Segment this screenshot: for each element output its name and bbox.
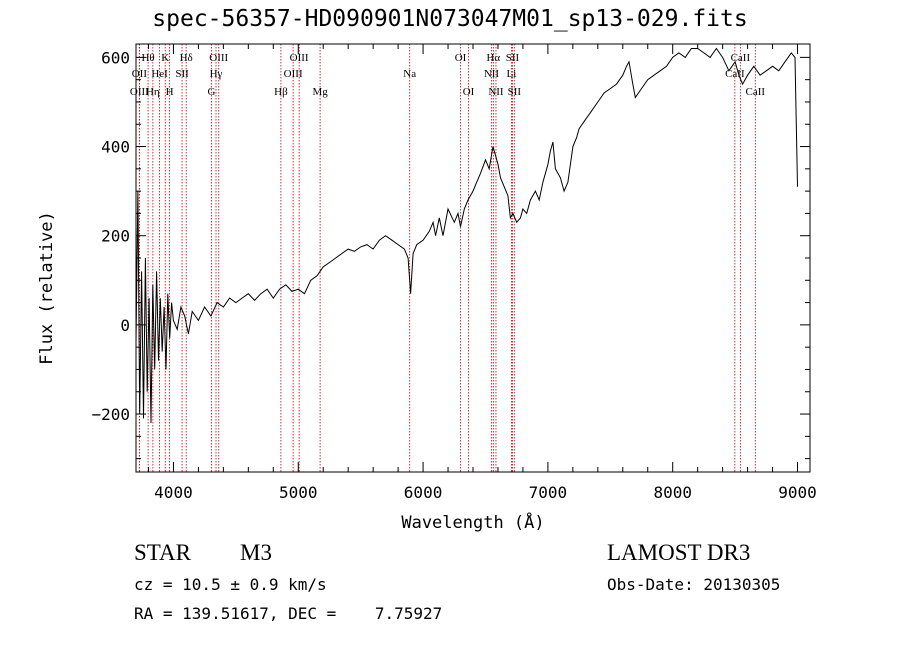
marker-label-27: CaII [746,86,766,98]
marker-label-19: Hα [486,52,500,64]
marker-label-10: Hγ [210,68,223,80]
redshift-cz: cz = 10.5 ± 0.9 km/s [134,575,327,594]
marker-label-16: Na [403,68,416,80]
x-axis-ticks: 4000 5000 6000 7000 8000 9000 [147,44,817,502]
marker-label-9: OIII [209,52,228,64]
observation-date: Obs-Date: 20130305 [607,575,781,594]
x-tick-label-5: 9000 [778,483,817,502]
marker-label-24: SII [508,86,522,98]
y-tick-label-4: 600 [101,48,130,67]
marker-label-3: K [161,52,169,64]
marker-label-1: OII [132,68,148,80]
marker-label-25: CaII [731,52,751,64]
spectral-line-markers [138,44,756,472]
marker-label-12: Hβ [274,86,288,98]
marker-label-4: HeI [151,68,168,80]
ra-dec-coordinates: RA = 139.51617, DEC = 7.75927 [134,604,443,623]
marker-label-18: OI [463,86,475,98]
marker-label-7: SII [175,68,189,80]
marker-label-15: Mg [312,86,328,98]
object-class: STAR [134,540,191,565]
y-tick-label-2: 200 [101,227,130,246]
marker-label-17: OI [455,52,467,64]
marker-label-11: G [208,86,216,98]
marker-label-21: NII [488,86,504,98]
y-tick-label-3: 400 [101,138,130,157]
x-tick-label-3: 7000 [529,483,568,502]
survey-name: LAMOST DR3 [607,540,751,565]
x-tick-label-4: 8000 [653,483,692,502]
marker-label-2: OIII [130,86,149,98]
y-axis-label: Flux (relative) [37,211,57,365]
plot-frame [135,43,811,473]
object-subclass: M3 [240,540,272,565]
y-axis-ticks: −200 0 200 400 600 [91,48,810,460]
spectrum-series-line [135,47,798,424]
marker-label-5: Hη [146,86,160,98]
marker-label-23: Li [507,68,517,80]
x-tick-label-0: 4000 [154,483,193,502]
x-tick-label-1: 5000 [279,483,318,502]
marker-label-14: OIII [284,68,303,80]
marker-label-8: Hδ [180,52,193,64]
chart-title: spec-56357-HD090901N073047M01_sp13-029.f… [152,6,748,32]
y-tick-label-0: −200 [91,405,130,424]
marker-label-22: SII [506,52,520,64]
x-axis-label: Wavelength (Å) [401,511,544,533]
x-tick-label-2: 6000 [404,483,443,502]
marker-label-0: Hθ [141,52,154,64]
marker-label-13: OIII [290,52,309,64]
marker-label-6: H [166,86,174,98]
y-tick-label-1: 0 [120,316,130,335]
marker-label-20: NII [484,68,500,80]
